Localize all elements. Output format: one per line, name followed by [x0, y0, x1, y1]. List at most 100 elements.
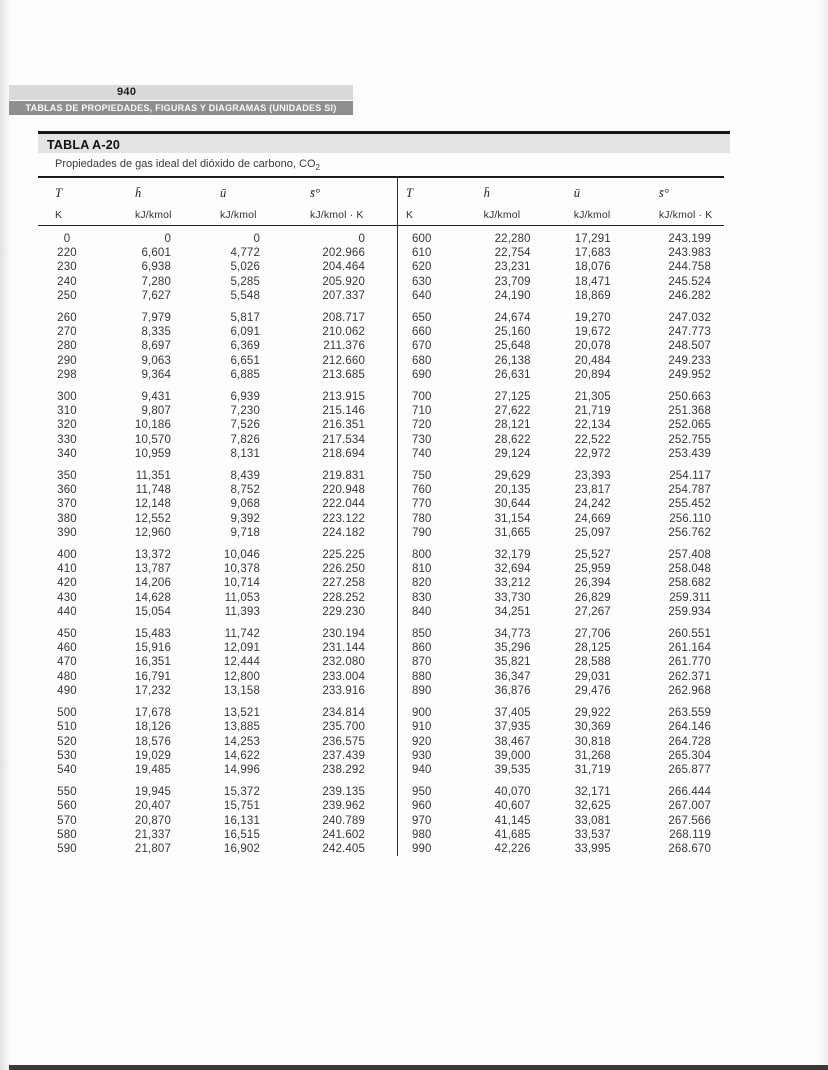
- temperature-cell: 0: [63, 233, 71, 245]
- internal-energy-cell: 18,471: [574, 275, 611, 288]
- internal-energy-cell: 16,131: [223, 814, 260, 827]
- temperature-cell: 350: [57, 470, 77, 483]
- enthalpy-cell: 41,145: [494, 814, 531, 827]
- temperature-cell: 360: [57, 484, 77, 497]
- enthalpy-cell: 42,226: [494, 842, 531, 855]
- table-row: 640 24,190 18,869 246.282: [398, 289, 725, 303]
- entropy-cell: 211.376: [323, 340, 365, 353]
- left-half-table: T h̄ ū s̄° K kJ/kmol kJ/kmol kJ/kmol · K…: [38, 178, 397, 856]
- temperature-cell: 860: [411, 642, 432, 655]
- internal-energy-cell: 25,959: [574, 563, 611, 576]
- entropy-cell: 233.004: [322, 670, 365, 683]
- temperature-cell: 370: [57, 498, 77, 511]
- enthalpy-cell: 9,063: [141, 354, 171, 367]
- unit-kj-kmol-h: kJ/kmol: [96, 201, 184, 226]
- entropy-cell: 218.694: [322, 447, 365, 460]
- temperature-cell: 560: [57, 800, 77, 813]
- entropy-cell: 231.144: [322, 642, 365, 655]
- table-row: 760 20,135 23,817 254.787: [398, 483, 725, 497]
- entropy-cell: 264.146: [668, 721, 711, 734]
- temperature-cell: 700: [411, 391, 432, 404]
- internal-energy-cell: 31,719: [574, 763, 611, 776]
- internal-energy-cell: 6,651: [230, 354, 260, 367]
- table-row: 410 13,787 10,378 226.250: [38, 562, 397, 576]
- unit-kj-kmol-k: kJ/kmol · K: [618, 201, 724, 226]
- entropy-cell: 204.464: [322, 261, 365, 274]
- table-row: 750 29,629 23,393 254.117: [398, 461, 725, 483]
- symbol-header-row: T h̄ ū s̄°: [38, 178, 397, 201]
- table-row: 460 15,916 12,091 231.144: [38, 641, 397, 655]
- enthalpy-cell: 40,607: [494, 800, 531, 813]
- internal-energy-cell: 5,026: [230, 261, 260, 274]
- internal-energy-cell: 0: [253, 233, 260, 245]
- enthalpy-cell: 22,754: [494, 247, 531, 260]
- entropy-cell: 261.770: [668, 656, 711, 669]
- enthalpy-cell: 34,251: [494, 605, 531, 618]
- table-row: 290 9,063 6,651 212.660: [38, 354, 397, 368]
- entropy-cell: 223.122: [322, 512, 365, 525]
- table-row: 660 25,160 19,672 247.773: [398, 325, 725, 339]
- entropy-cell: 236.575: [322, 735, 365, 748]
- temperature-cell: 670: [411, 340, 432, 353]
- internal-energy-cell: 15,751: [223, 800, 260, 813]
- enthalpy-cell: 33,730: [494, 591, 531, 604]
- enthalpy-cell: 21,337: [134, 828, 171, 841]
- temperature-cell: 520: [57, 735, 77, 748]
- table-row: 260 7,979 5,817 208.717: [38, 303, 397, 325]
- enthalpy-cell: 10,186: [134, 419, 171, 432]
- temperature-cell: 550: [57, 786, 77, 799]
- temperature-cell: 880: [411, 670, 432, 683]
- table-row: 400 13,372 10,046 225.225: [38, 540, 397, 562]
- temperature-cell: 950: [411, 786, 432, 799]
- temperature-cell: 870: [411, 656, 432, 669]
- table-row: 860 35,296 28,125 261.164: [398, 641, 725, 655]
- entropy-cell: 225.225: [322, 549, 365, 562]
- page-left-edge-shadow: [0, 0, 9, 1070]
- table-row: 540 19,485 14,996 238.292: [38, 763, 397, 777]
- temperature-cell: 680: [411, 354, 432, 367]
- table-row: 940 39,535 31,719 265.877: [398, 763, 725, 777]
- unit-K: K: [397, 201, 446, 226]
- table-row: 298 9,364 6,885 213.685: [38, 368, 397, 382]
- internal-energy-cell: 24,242: [574, 498, 611, 511]
- temperature-cell: 620: [411, 261, 432, 274]
- internal-energy-cell: 6,885: [230, 368, 260, 381]
- internal-energy-cell: 5,285: [230, 275, 260, 288]
- table-row: 430 14,628 11,053 228.252: [38, 591, 397, 605]
- table-row: 840 34,251 27,267 259.934: [398, 605, 725, 619]
- entropy-cell: 265.304: [668, 749, 711, 762]
- entropy-cell: 258.048: [668, 563, 711, 576]
- internal-energy-cell: 21,305: [574, 391, 611, 404]
- table-row: 730 28,622 22,522 252.755: [398, 433, 725, 447]
- caption-text: Propiedades de gas ideal del dióxido de …: [55, 158, 316, 170]
- temperature-cell: 400: [57, 549, 77, 562]
- enthalpy-cell: 15,916: [134, 642, 171, 655]
- table-row: 300 9,431 6,939 213.915: [38, 382, 397, 404]
- entropy-cell: 250.663: [668, 391, 711, 404]
- enthalpy-cell: 16,351: [134, 656, 171, 669]
- table-row: 830 33,730 26,829 259.311: [398, 591, 725, 605]
- temperature-cell: 390: [57, 526, 77, 539]
- internal-energy-cell: 7,826: [230, 433, 260, 446]
- enthalpy-cell: 24,674: [494, 312, 531, 325]
- internal-energy-cell: 18,869: [574, 289, 611, 302]
- col-header-h: h̄: [483, 186, 490, 200]
- temperature-cell: 640: [411, 289, 432, 302]
- internal-energy-cell: 32,171: [574, 786, 611, 799]
- table-row: 600 22,280 17,291 243.199: [398, 226, 725, 247]
- entropy-cell: 262.371: [668, 670, 711, 683]
- temperature-cell: 298: [57, 368, 77, 381]
- caption-subscript: 2: [315, 163, 320, 172]
- internal-energy-cell: 26,829: [574, 591, 611, 604]
- table-row: 720 28,121 22,134 252.065: [398, 418, 725, 432]
- enthalpy-cell: 19,485: [134, 763, 171, 776]
- table-row: 350 11,351 8,439 219.831: [38, 461, 397, 483]
- internal-energy-cell: 26,394: [574, 577, 611, 590]
- enthalpy-cell: 24,190: [494, 289, 531, 302]
- temperature-cell: 410: [57, 563, 77, 576]
- temperature-cell: 960: [411, 800, 432, 813]
- table-row: 520 18,576 14,253 236.575: [38, 735, 397, 749]
- entropy-cell: 212.660: [322, 354, 365, 367]
- temperature-cell: 440: [57, 605, 77, 618]
- properties-table: T h̄ ū s̄° K kJ/kmol kJ/kmol kJ/kmol · K…: [38, 176, 725, 857]
